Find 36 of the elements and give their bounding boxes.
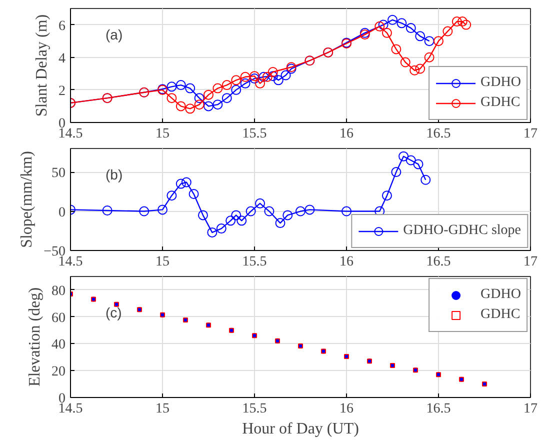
x-axis-title: Hour of Day (UT) [242, 420, 359, 438]
y-axis-title: Slope(mm/km) [18, 151, 36, 248]
y-tick-label: 80 [52, 284, 66, 299]
y-axis-title: Slant Delay (m) [34, 14, 50, 117]
x-tick-label: 16.5 [426, 254, 451, 270]
legend-label: GDHO-GDHC slope [403, 223, 521, 239]
x-tick-label: 17 [524, 402, 538, 416]
x-tick-label: 16 [340, 254, 354, 270]
x-tick-label: 15.5 [242, 254, 267, 270]
legend-label: GDHC [480, 307, 520, 323]
x-tick-label: 15.5 [242, 126, 267, 142]
x-tick-label: 17 [524, 254, 538, 270]
y-tick-label: 20 [52, 364, 66, 380]
x-tick-label: 16.5 [426, 126, 451, 142]
legend-label: GDHO [480, 75, 521, 91]
x-tick-label: 16.5 [426, 402, 451, 416]
y-tick-label: 40 [52, 338, 66, 353]
y-tick-label: 4 [58, 51, 66, 66]
x-tick-label: 15.5 [242, 402, 267, 416]
legend-label: GDHC [480, 95, 520, 111]
y-tick-label: 60 [52, 310, 66, 326]
x-tick-label: 17 [524, 126, 538, 142]
x-tick-label: 15 [156, 254, 170, 270]
annotation: (b) [106, 166, 123, 182]
y-tick-label: 50 [52, 166, 66, 182]
y-tick-label: 2 [58, 84, 66, 99]
y-tick-label: 0 [58, 205, 66, 220]
legend-label: GDHO [480, 287, 521, 303]
x-tick-label: 16 [340, 126, 354, 142]
annotation: (a) [106, 26, 123, 42]
x-tick-label: 15 [156, 402, 170, 416]
x-tick-label: 16 [340, 402, 354, 416]
annotation: (c) [106, 304, 122, 320]
x-tick-label: 15 [156, 126, 170, 142]
y-axis-title: Elevation (deg) [26, 287, 44, 387]
y-tick-label: 6 [58, 18, 66, 34]
